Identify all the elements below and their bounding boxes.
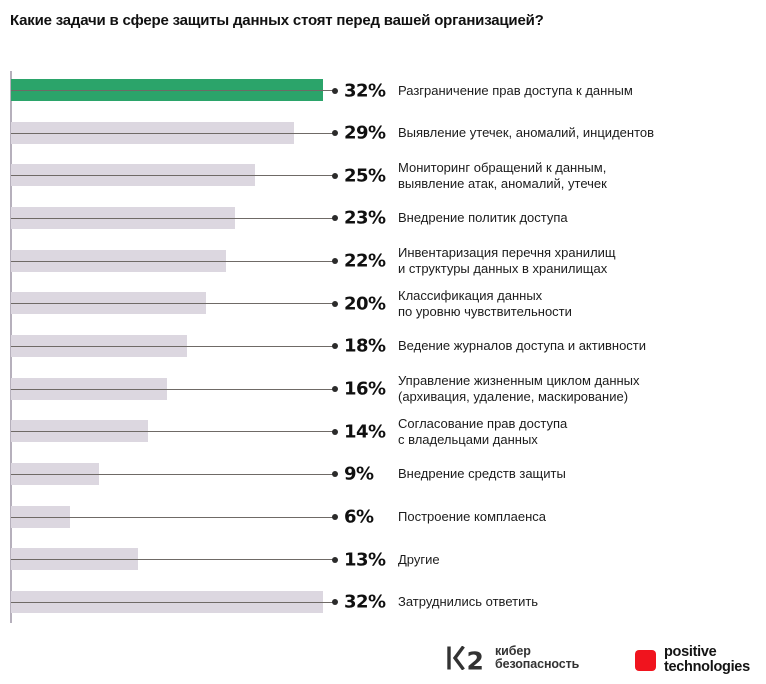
leader-line bbox=[11, 260, 334, 262]
leader-dot-icon bbox=[332, 258, 338, 265]
chart-row: 32% Разграничение прав доступа к данным bbox=[10, 69, 760, 112]
chart-row: 23% Внедрение политик доступа bbox=[10, 197, 760, 240]
leader-dot-icon bbox=[332, 300, 338, 307]
bar-label: Затруднились ответить bbox=[398, 594, 539, 610]
leader-dot-icon bbox=[332, 471, 338, 478]
leader-dot-icon bbox=[332, 215, 338, 222]
leader-line bbox=[11, 516, 334, 518]
bar-value: 32% bbox=[344, 80, 386, 101]
bar-label: Построение комплаенса bbox=[398, 509, 546, 524]
bar-value: 23% bbox=[344, 207, 386, 229]
bar-value: 6% bbox=[344, 506, 374, 528]
bar-label: Инвентаризация перечня хранилищ и структ… bbox=[398, 245, 616, 277]
chart-row: 14% Согласование прав доступа с владельц… bbox=[10, 410, 760, 453]
chart-row: 25% Мониторинг обращений к данным, выявл… bbox=[10, 154, 760, 197]
chart-row: 16% Управление жизненным циклом данных (… bbox=[10, 368, 760, 411]
bar-value: 9% bbox=[344, 463, 374, 485]
leader-dot-icon bbox=[332, 87, 338, 94]
k2-logo-text: кибер безопасность bbox=[495, 644, 580, 671]
k2-logo-icon: 2 bbox=[447, 646, 484, 671]
leader-line bbox=[11, 388, 334, 390]
bar-label: Другие bbox=[398, 551, 440, 567]
bar-value: 29% bbox=[344, 122, 386, 144]
bar-value: 14% bbox=[344, 421, 386, 443]
pt-logo-text: positive technologies bbox=[664, 644, 750, 675]
bar-label: Внедрение средств защиты bbox=[398, 466, 566, 482]
leader-line bbox=[11, 473, 334, 475]
leader-line bbox=[11, 175, 334, 177]
bar-label: Ведение журналов доступа и активности bbox=[398, 338, 647, 354]
leader-dot-icon bbox=[332, 599, 338, 606]
k2-logo-digit: 2 bbox=[467, 647, 484, 671]
leader-dot-icon bbox=[332, 514, 338, 520]
chart-row: 9% Внедрение средств защиты bbox=[10, 453, 760, 496]
leader-line bbox=[11, 559, 334, 561]
bar-value: 32% bbox=[344, 591, 386, 613]
chart-title: Какие задачи в сфере защиты данных стоят… bbox=[10, 12, 544, 29]
k2-logo: 2 кибер безопасность bbox=[447, 645, 579, 671]
bar-label: Мониторинг обращений к данным, выявление… bbox=[398, 159, 607, 191]
leader-dot-icon bbox=[332, 343, 338, 350]
chart-row: 13% Другие bbox=[10, 538, 760, 581]
bar-label: Классификация данных по уровню чувствите… bbox=[398, 287, 572, 319]
chart-row: 6% Построение комплаенса bbox=[10, 496, 760, 539]
bar-label: Управление жизненным циклом данных (архи… bbox=[398, 373, 640, 405]
leader-line bbox=[11, 132, 334, 134]
leader-line bbox=[11, 431, 334, 433]
bar-label: Выявление утечек, аномалий, инцидентов bbox=[398, 125, 655, 141]
leader-line bbox=[11, 90, 334, 91]
leader-line bbox=[11, 345, 334, 347]
bar-label: Согласование прав доступа с владельцами … bbox=[398, 415, 568, 447]
bar-value: 16% bbox=[344, 378, 386, 400]
pt-red-square-icon bbox=[635, 649, 656, 671]
chart-row: 32% Затруднились ответить bbox=[10, 581, 760, 624]
chart-row: 18% Ведение журналов доступа и активност… bbox=[10, 325, 760, 368]
bar-value: 20% bbox=[344, 293, 386, 315]
chart-row: 20% Классификация данных по уровню чувст… bbox=[10, 282, 760, 325]
leader-dot-icon bbox=[332, 428, 338, 435]
bar-value: 25% bbox=[344, 165, 386, 187]
leader-dot-icon bbox=[332, 130, 338, 137]
chart-row: 22% Инвентаризация перечня хранилищ и ст… bbox=[10, 240, 760, 283]
chart-row: 29% Выявление утечек, аномалий, инцидент… bbox=[10, 112, 760, 155]
bar-chart: 32% Разграничение прав доступа к данным … bbox=[10, 69, 760, 625]
leader-line bbox=[11, 217, 334, 219]
leader-line bbox=[11, 601, 334, 603]
leader-dot-icon bbox=[332, 556, 338, 563]
footer: 2 кибер безопасность positive technologi… bbox=[0, 640, 766, 675]
bar-value: 22% bbox=[344, 250, 386, 272]
bar-label: Разграничение прав доступа к данным bbox=[398, 82, 633, 98]
leader-dot-icon bbox=[332, 386, 338, 393]
bar-value: 13% bbox=[344, 549, 386, 571]
leader-dot-icon bbox=[332, 172, 338, 179]
positive-technologies-logo: positive technologies bbox=[635, 645, 750, 675]
leader-line bbox=[11, 303, 334, 305]
bar-label: Внедрение политик доступа bbox=[398, 210, 568, 226]
bar-value: 18% bbox=[344, 335, 386, 357]
